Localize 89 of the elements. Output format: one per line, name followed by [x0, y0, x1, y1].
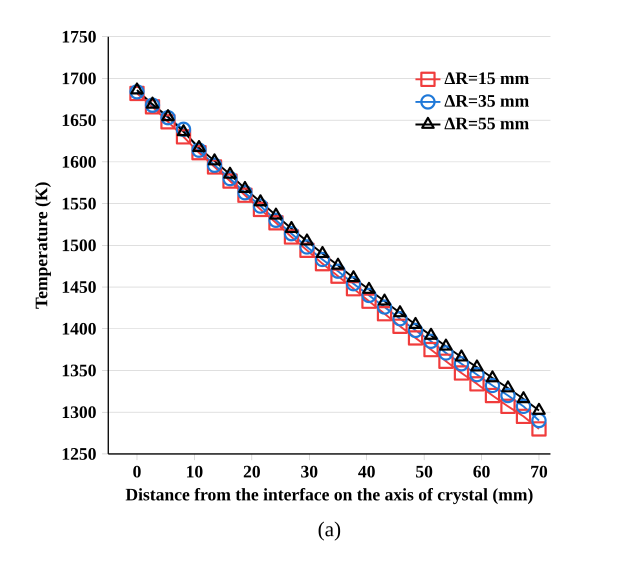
point: [484, 388, 500, 404]
y-tick-label: 1700: [62, 72, 96, 84]
y-tick-label: 1650: [62, 114, 96, 126]
point: [314, 252, 330, 268]
x-tick-label: 30: [301, 466, 318, 478]
text: (a): [318, 521, 340, 540]
point: [469, 376, 485, 392]
point: [376, 306, 392, 322]
point: [176, 128, 192, 144]
point: [393, 305, 407, 318]
y-tick-label: 1600: [62, 156, 96, 168]
point: [346, 276, 362, 292]
point: [238, 180, 252, 193]
point: [161, 108, 175, 122]
point: [223, 166, 237, 179]
point: [454, 365, 470, 380]
point: [408, 330, 424, 346]
y-tick-label: 1400: [62, 322, 96, 334]
point: [330, 268, 346, 284]
point: [423, 342, 439, 358]
point: [252, 198, 268, 214]
point: [501, 380, 515, 392]
point: [362, 282, 376, 294]
point: [424, 328, 438, 340]
y-tick-label: 1450: [62, 280, 96, 293]
point: [408, 322, 424, 338]
x-tick-label: 10: [187, 466, 203, 478]
point: [346, 270, 360, 282]
point: [423, 333, 439, 349]
y-tick-label: 1250: [62, 448, 96, 460]
point: [160, 110, 176, 126]
point: [500, 388, 516, 404]
point: [531, 421, 547, 436]
legend-label: ΔR=15 mm: [444, 72, 529, 84]
point: [316, 246, 330, 258]
point: [330, 263, 346, 279]
x-tick-label: 70: [531, 466, 548, 478]
point: [361, 288, 377, 303]
point: [160, 114, 176, 130]
point: [500, 398, 516, 414]
y-axis-title: Temperature (K): [35, 182, 51, 309]
x-tick-label: 60: [473, 466, 490, 478]
point: [146, 96, 160, 109]
point: [252, 202, 268, 217]
x-axis-title: Distance from the interface on the axis of crystal (mm): [126, 488, 533, 504]
x-tick-label: 50: [416, 466, 432, 478]
point: [516, 398, 532, 414]
point: [470, 359, 484, 372]
point: [486, 370, 500, 382]
y-tick-label: 1350: [62, 364, 96, 376]
point: [299, 242, 315, 258]
legend-label: ΔR=35 mm: [444, 94, 529, 107]
point: [531, 412, 547, 428]
point: [392, 318, 408, 334]
point: [484, 378, 500, 394]
point: [376, 299, 392, 315]
legend-label: ΔR=55 mm: [444, 117, 529, 130]
point: [438, 345, 454, 360]
point: [254, 194, 268, 206]
y-tick-label: 1750: [62, 30, 96, 42]
point: [284, 229, 300, 244]
point: [130, 82, 144, 94]
point: [454, 356, 470, 372]
x-tick-label: 20: [244, 466, 260, 478]
y-tick-label: 1500: [62, 239, 96, 252]
x-tick-label: 40: [358, 466, 375, 478]
point: [331, 257, 345, 270]
point: [454, 349, 468, 362]
point: [284, 220, 298, 233]
point: [269, 207, 283, 220]
y-tick-label: 1300: [62, 406, 96, 418]
point: [469, 366, 485, 382]
point: [392, 310, 408, 326]
point: [192, 140, 206, 152]
y-tick-label: 1550: [62, 197, 96, 210]
point: [438, 353, 454, 369]
point: [439, 338, 453, 351]
point: [299, 239, 315, 254]
point: [532, 402, 546, 415]
point: [208, 153, 222, 166]
point: [300, 233, 314, 246]
point: [408, 316, 422, 329]
point: [516, 408, 532, 424]
point: [378, 293, 392, 306]
x-tick-label: 0: [133, 466, 141, 478]
point: [284, 226, 300, 242]
point: [346, 280, 362, 296]
point: [516, 390, 530, 404]
point: [361, 293, 377, 309]
